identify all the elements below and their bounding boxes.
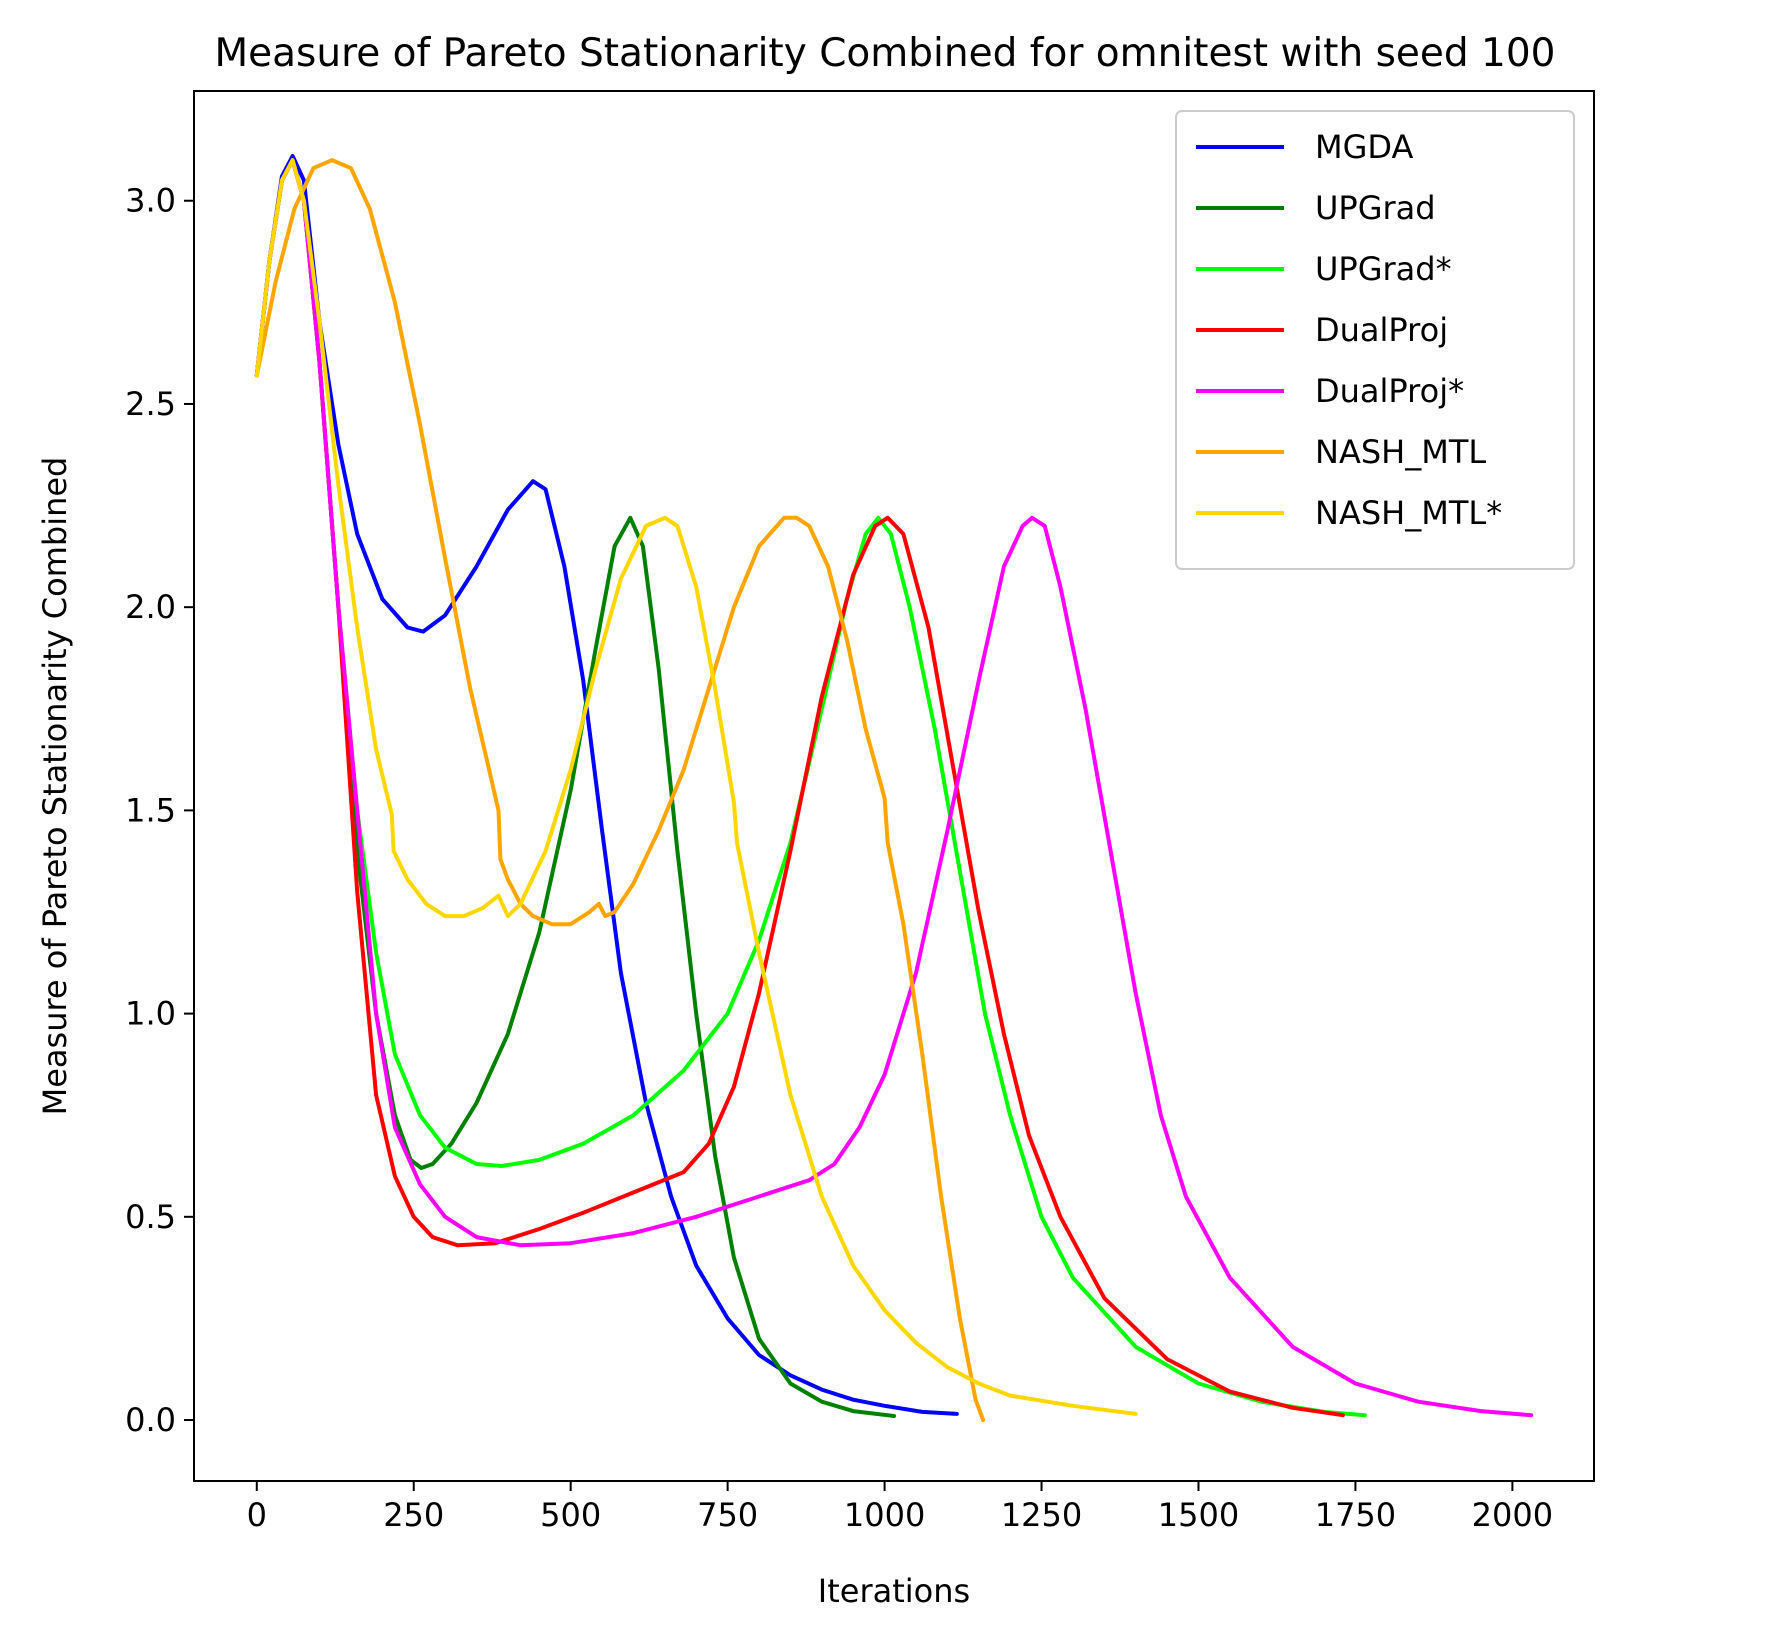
y-tick-label: 0.0 [125, 1401, 176, 1439]
x-tick-label: 2000 [1472, 1496, 1553, 1534]
x-tick-label: 0 [247, 1496, 267, 1534]
series-line-nash-mtl [254, 158, 986, 1422]
legend-label: MGDA [1315, 128, 1413, 166]
x-tick-label: 1000 [844, 1496, 925, 1534]
y-tick-label: 1.0 [125, 995, 176, 1033]
plot-frame [193, 90, 1595, 1482]
y-tick-label: 1.5 [125, 791, 176, 829]
legend-items: MGDA UPGrad UPGrad* DualProj DualProj* NASH_M… [1196, 128, 1502, 532]
legend-label: UPGrad* [1315, 250, 1452, 288]
series-line-nash-mtl- [254, 158, 1138, 1416]
y-tick-label: 3.0 [125, 182, 176, 220]
x-tick-label: 1750 [1315, 1496, 1396, 1534]
legend: MGDA UPGrad UPGrad* DualProj DualProj* NASH_M… [1175, 110, 1575, 570]
x-tick-label: 1500 [1158, 1496, 1239, 1534]
x-tick-label: 500 [540, 1496, 601, 1534]
x-axis-label: Iterations [818, 1572, 970, 1610]
x-tick-label: 1250 [1001, 1496, 1082, 1534]
y-axis-label: Measure of Pareto Stationarity Combined [36, 457, 74, 1116]
x-tick-label: 750 [697, 1496, 758, 1534]
series-group [254, 154, 1534, 1422]
y-axis: 0.0 0.5 1.0 1.5 2.0 2.5 3.0 [125, 182, 194, 1439]
y-tick-label: 2.0 [125, 588, 176, 626]
x-axis: 0 250 500 750 1000 1250 1500 1750 2000 [247, 1481, 1553, 1534]
chart-title: Measure of Pareto Stationarity Combined … [214, 31, 1555, 76]
legend-label: NASH_MTL [1315, 433, 1486, 471]
legend-label: NASH_MTL* [1315, 494, 1502, 532]
y-tick-label: 0.5 [125, 1198, 176, 1236]
legend-label: DualProj [1315, 311, 1448, 349]
y-tick-label: 2.5 [125, 385, 176, 423]
legend-label: UPGrad [1315, 189, 1436, 227]
x-tick-label: 250 [383, 1496, 444, 1534]
series-line-dualproj- [254, 158, 1534, 1418]
legend-label: DualProj* [1315, 372, 1464, 410]
legend-box [1175, 110, 1575, 570]
